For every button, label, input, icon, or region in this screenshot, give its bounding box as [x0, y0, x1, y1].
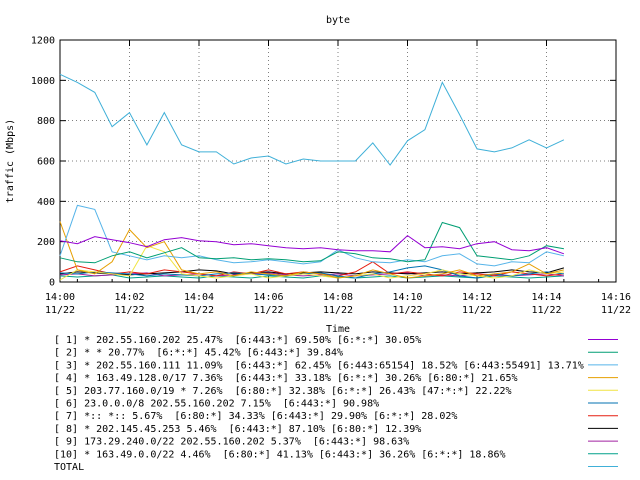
series-line-5 — [59, 245, 564, 281]
series-lines — [59, 73, 565, 281]
series-line-2 — [59, 221, 564, 264]
series-line-4 — [59, 221, 565, 279]
x-axis-label: Time — [326, 324, 350, 335]
x-tick-label-time: 14:12 — [462, 292, 492, 303]
x-tick-label-time: 14:16 — [601, 292, 631, 303]
x-tick-label-time: 14:00 — [45, 292, 75, 303]
x-tick-label-date: 11/22 — [531, 305, 561, 316]
x-tick-label-date: 11/22 — [462, 305, 492, 316]
legend-entry-label: [ 8] * 202.145.45.253 5.46% [6:443:*] 87… — [54, 424, 421, 435]
chart-title: byte — [326, 15, 350, 26]
y-tick-label: 400 — [37, 197, 55, 208]
legend-entry-label: [ 2] * * 20.77% [6:*:*] 45.42% [6:443:*]… — [54, 348, 343, 359]
x-tick-label-date: 11/22 — [323, 305, 353, 316]
x-tick-label-time: 14:08 — [323, 292, 353, 303]
y-tick-label: 1200 — [31, 36, 55, 47]
y-tick-label: 800 — [37, 116, 55, 127]
legend-entry-label: [ 4] * 163.49.128.0/17 7.36% [6:443:*] 3… — [54, 373, 518, 384]
x-tick-label-date: 11/22 — [392, 305, 422, 316]
y-tick-label: 0 — [49, 278, 55, 289]
series-line-11 — [59, 73, 565, 166]
y-tick-label: 1000 — [31, 76, 55, 87]
x-tick-label-time: 14:02 — [114, 292, 144, 303]
x-tick-label-date: 11/22 — [601, 305, 631, 316]
legend-entry-label: [10] * 163.49.0.0/22 4.46% [6:80:*] 41.1… — [54, 449, 506, 460]
x-tick-label-date: 11/22 — [45, 305, 75, 316]
legend: [ 1] * 202.55.160.202 25.47% [6:443:*] 6… — [54, 335, 618, 473]
x-tick-label-time: 14:10 — [392, 292, 422, 303]
plot-border — [59, 39, 617, 283]
series-line-3 — [59, 204, 565, 267]
y-tick-label: 200 — [37, 237, 55, 248]
y-axis-label: traffic (Mbps) — [5, 119, 16, 203]
x-tick-label-date: 11/22 — [184, 305, 214, 316]
x-tick-label-time: 14:14 — [531, 292, 561, 303]
grid — [60, 40, 616, 282]
axes: 0 200 400 600 800 1000 1200 14:00 11/22 14:02 11/2… — [31, 36, 631, 317]
legend-entry-label: [ 9] 173.29.240.0/22 202.55.160.202 5.37… — [54, 437, 409, 448]
legend-entry-label: [ 3] * 202.55.160.111 11.09% [6:443:*] 6… — [54, 360, 584, 371]
y-tick-label: 600 — [37, 157, 55, 168]
x-tick-label-date: 11/22 — [114, 305, 144, 316]
x-tick-label-time: 14:04 — [184, 292, 214, 303]
legend-entry-label: [ 7] *:: *:: 5.67% [6:80:*] 34.33% [6:44… — [54, 411, 457, 422]
x-tick-label-time: 14:06 — [253, 292, 283, 303]
legend-entry-label: [ 5] 203.77.160.0/19 * 7.26% [6:80:*] 32… — [54, 386, 512, 397]
legend-entry-label: [ 1] * 202.55.160.202 25.47% [6:443:*] 6… — [54, 335, 421, 346]
x-tick-label-date: 11/22 — [253, 305, 283, 316]
legend-entry-label: TOTAL — [54, 462, 84, 473]
series-line-1 — [59, 234, 565, 255]
legend-entry-label: [ 6] 23.0.0.0/8 202.55.160.202 7.15% [6:… — [54, 399, 379, 410]
